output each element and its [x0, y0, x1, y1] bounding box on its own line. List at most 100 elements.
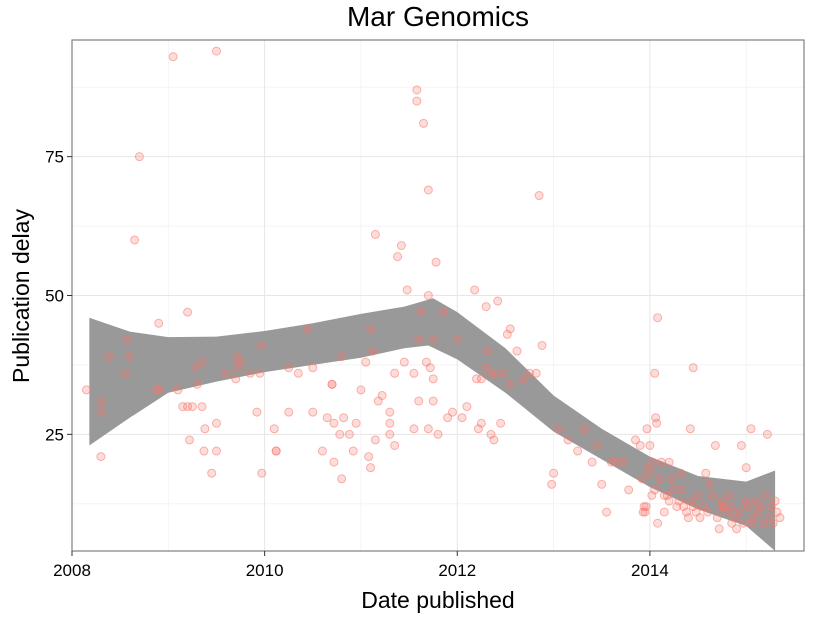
- data-point: [402, 285, 412, 295]
- data-point: [327, 379, 337, 389]
- data-point: [428, 396, 438, 406]
- data-point: [641, 502, 651, 512]
- data-point: [370, 229, 380, 239]
- data-point: [512, 346, 522, 356]
- data-point: [187, 402, 197, 412]
- data-point: [756, 502, 766, 512]
- data-point: [130, 235, 140, 245]
- data-point: [125, 352, 135, 362]
- data-point: [677, 485, 687, 495]
- data-point: [738, 518, 748, 528]
- data-point: [635, 440, 645, 450]
- data-point: [505, 379, 515, 389]
- data-point: [579, 424, 589, 434]
- data-point: [710, 440, 720, 450]
- data-point: [553, 424, 563, 434]
- data-point: [433, 429, 443, 439]
- data-point: [714, 524, 724, 534]
- data-point: [652, 418, 662, 428]
- data-point: [489, 435, 499, 445]
- data-point: [207, 468, 217, 478]
- data-point: [211, 46, 221, 56]
- data-point: [425, 363, 435, 373]
- data-point: [642, 424, 652, 434]
- data-point: [197, 402, 207, 412]
- data-point: [730, 513, 740, 523]
- data-point: [676, 468, 686, 478]
- data-point: [624, 485, 634, 495]
- data-point: [457, 413, 467, 423]
- data-point: [656, 457, 666, 467]
- data-point: [414, 335, 424, 345]
- data-point: [192, 379, 202, 389]
- data-point: [423, 424, 433, 434]
- data-point: [537, 340, 547, 350]
- data-point: [768, 518, 778, 528]
- data-point: [587, 457, 597, 467]
- x-axis-title: Date published: [361, 587, 514, 613]
- data-point: [648, 457, 658, 467]
- data-point: [472, 374, 482, 384]
- data-point: [221, 368, 231, 378]
- data-point: [361, 357, 371, 367]
- data-point: [322, 413, 332, 423]
- data-point: [751, 496, 761, 506]
- data-point: [685, 424, 695, 434]
- data-point: [199, 446, 209, 456]
- data-point: [173, 385, 183, 395]
- y-tick-label: 25: [45, 425, 64, 444]
- plot-area: 2008 2010 2012 2014 25 50 75: [45, 39, 805, 580]
- data-point: [284, 363, 294, 373]
- data-point: [317, 446, 327, 456]
- data-point: [96, 452, 106, 462]
- data-point: [505, 324, 515, 334]
- data-point: [470, 285, 480, 295]
- data-point: [452, 335, 462, 345]
- data-point: [120, 368, 130, 378]
- data-point: [645, 468, 655, 478]
- data-point: [185, 435, 195, 445]
- data-point: [370, 435, 380, 445]
- data-point: [534, 191, 544, 201]
- data-point: [525, 368, 534, 378]
- y-tick-label: 50: [45, 287, 64, 306]
- data-point: [695, 513, 705, 523]
- data-point: [339, 413, 349, 423]
- data-point: [337, 474, 347, 484]
- data-point: [211, 446, 221, 456]
- data-point: [329, 418, 339, 428]
- data-point: [122, 335, 132, 345]
- data-point: [231, 374, 241, 384]
- smoothing-confidence-band: [89, 298, 776, 551]
- data-point: [412, 96, 422, 106]
- data-point: [154, 318, 164, 328]
- data-point: [293, 368, 303, 378]
- data-point: [597, 479, 607, 489]
- data-point: [348, 446, 358, 456]
- data-point: [252, 407, 262, 417]
- data-point: [96, 407, 106, 417]
- data-point: [412, 85, 422, 95]
- data-point: [669, 485, 679, 495]
- data-point: [653, 518, 663, 528]
- data-point: [393, 252, 403, 262]
- data-point: [705, 479, 715, 489]
- data-point: [496, 418, 506, 428]
- data-point: [611, 457, 621, 467]
- data-point: [423, 291, 433, 300]
- data-point: [476, 374, 486, 384]
- data-point: [154, 385, 164, 395]
- data-point: [732, 524, 742, 534]
- data-point: [659, 507, 669, 517]
- data-point: [366, 324, 376, 334]
- data-point: [645, 440, 655, 450]
- data-point: [650, 368, 660, 378]
- data-point: [416, 307, 426, 317]
- data-point: [197, 357, 207, 367]
- chart-title: Mar Genomics: [347, 1, 529, 32]
- data-point: [498, 368, 508, 378]
- x-tick-label: 2008: [53, 561, 91, 580]
- data-point: [364, 452, 374, 462]
- data-point: [356, 385, 366, 395]
- data-point: [200, 424, 210, 434]
